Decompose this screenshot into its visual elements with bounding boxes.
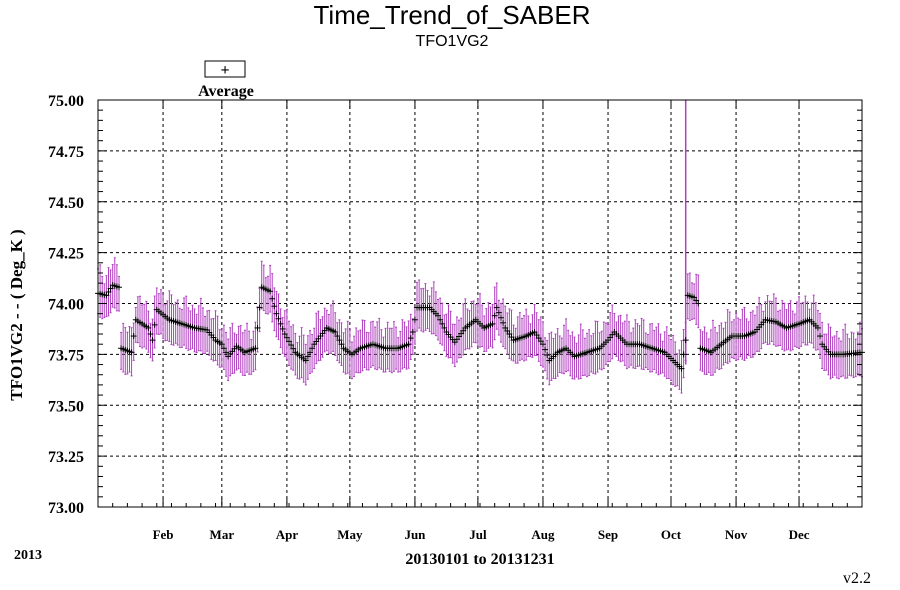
chart-title: Time_Trend_of_SABER	[314, 0, 591, 30]
legend-label-average: Average	[198, 83, 254, 100]
x-tick-label: Nov	[725, 527, 748, 542]
x-tick-label: Dec	[789, 527, 810, 542]
legend-marker: +	[220, 62, 229, 79]
y-tick-label: 74.50	[48, 195, 84, 212]
version-label: v2.2	[843, 570, 871, 587]
y-tick-label: 74.75	[48, 144, 84, 161]
y-tick-label: 74.25	[48, 246, 84, 263]
y-tick-label: 74.00	[48, 297, 84, 314]
x-tick-label: Oct	[661, 527, 682, 542]
chart-subtitle: TFO1VG2	[416, 33, 489, 50]
x-tick-label: Feb	[153, 527, 174, 542]
x-axis-label: 20130101 to 20131231	[405, 551, 554, 568]
y-tick-label: 73.00	[48, 500, 84, 517]
grid-lines	[98, 100, 862, 507]
x-tick-label: Jul	[469, 527, 487, 542]
year-label: 2013	[14, 548, 42, 563]
x-tick-label: Jun	[404, 527, 426, 542]
x-tick-label: Aug	[531, 527, 555, 542]
y-axis-label: TFO1VG2 - - ( Deg_K )	[7, 229, 26, 400]
y-tick-label: 73.50	[48, 398, 84, 415]
y-tick-label: 73.75	[48, 347, 84, 364]
y-tick-label: 75.00	[48, 93, 84, 110]
y-axis-ticks: 73.00 73.25 73.50 73.75 74.00 74.25 74.50 74.75…	[48, 93, 862, 517]
legend: + Average	[198, 60, 254, 100]
x-tick-label: May	[337, 527, 363, 542]
x-axis-ticks: Feb Mar Apr May Jun Jul Aug Sep Oct Nov Dec	[97, 100, 863, 542]
x-tick-label: Mar	[210, 527, 235, 542]
average-series	[95, 282, 865, 372]
legend-box	[204, 60, 246, 78]
y-tick-label: 73.25	[48, 449, 84, 466]
x-tick-label: Apr	[276, 527, 299, 542]
x-tick-label: Sep	[598, 527, 618, 542]
range-bars	[97, 100, 863, 394]
